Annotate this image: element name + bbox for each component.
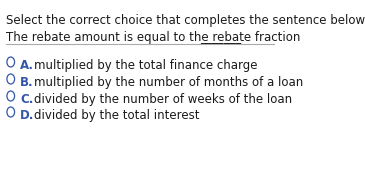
- Text: divided by the total interest: divided by the total interest: [34, 109, 199, 122]
- Text: divided by the number of weeks of the loan: divided by the number of weeks of the lo…: [34, 93, 292, 106]
- Text: B.: B.: [20, 76, 34, 89]
- Text: multiplied by the number of months of a loan: multiplied by the number of months of a …: [34, 76, 303, 89]
- Text: D.: D.: [20, 109, 34, 122]
- Text: Select the correct choice that completes the sentence below.: Select the correct choice that completes…: [6, 14, 365, 27]
- Text: multiplied by the total finance charge: multiplied by the total finance charge: [34, 59, 257, 72]
- Text: C.: C.: [20, 93, 33, 106]
- Text: A.: A.: [20, 59, 34, 72]
- Text: _______.: _______.: [200, 31, 245, 44]
- Text: The rebate amount is equal to the rebate fraction: The rebate amount is equal to the rebate…: [6, 31, 304, 44]
